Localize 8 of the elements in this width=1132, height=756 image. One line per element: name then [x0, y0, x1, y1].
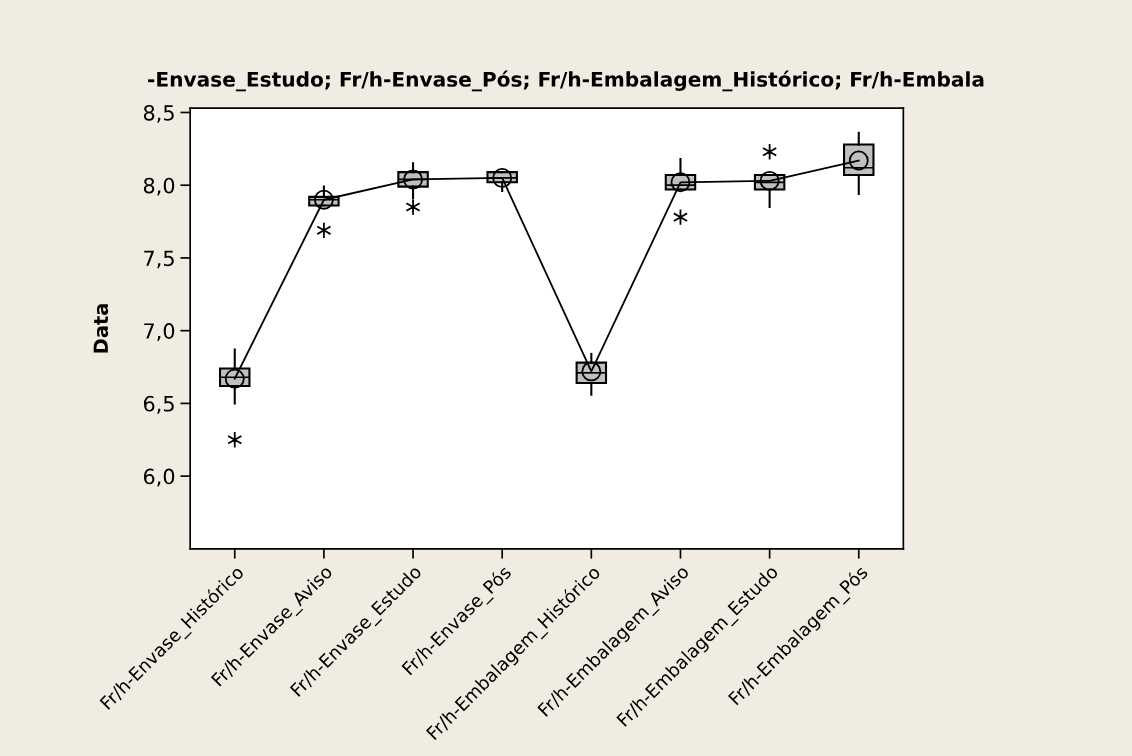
y-axis-title: Data: [93, 304, 109, 353]
y-tick-label: 6,0: [143, 468, 175, 487]
y-tick-label: 8,5: [143, 104, 174, 123]
y-tick-label: 7,0: [144, 323, 175, 341]
y-tick-label: 7,5: [144, 250, 174, 269]
y-tick-label: 6,5: [143, 395, 174, 414]
chart-title: -Envase_Estudo; Fr/h-Envase_Pós; Fr/h-Embalagem_Histórico; Fr/h-Embala: [148, 70, 984, 92]
y-tick-label: 8,0: [143, 177, 175, 196]
